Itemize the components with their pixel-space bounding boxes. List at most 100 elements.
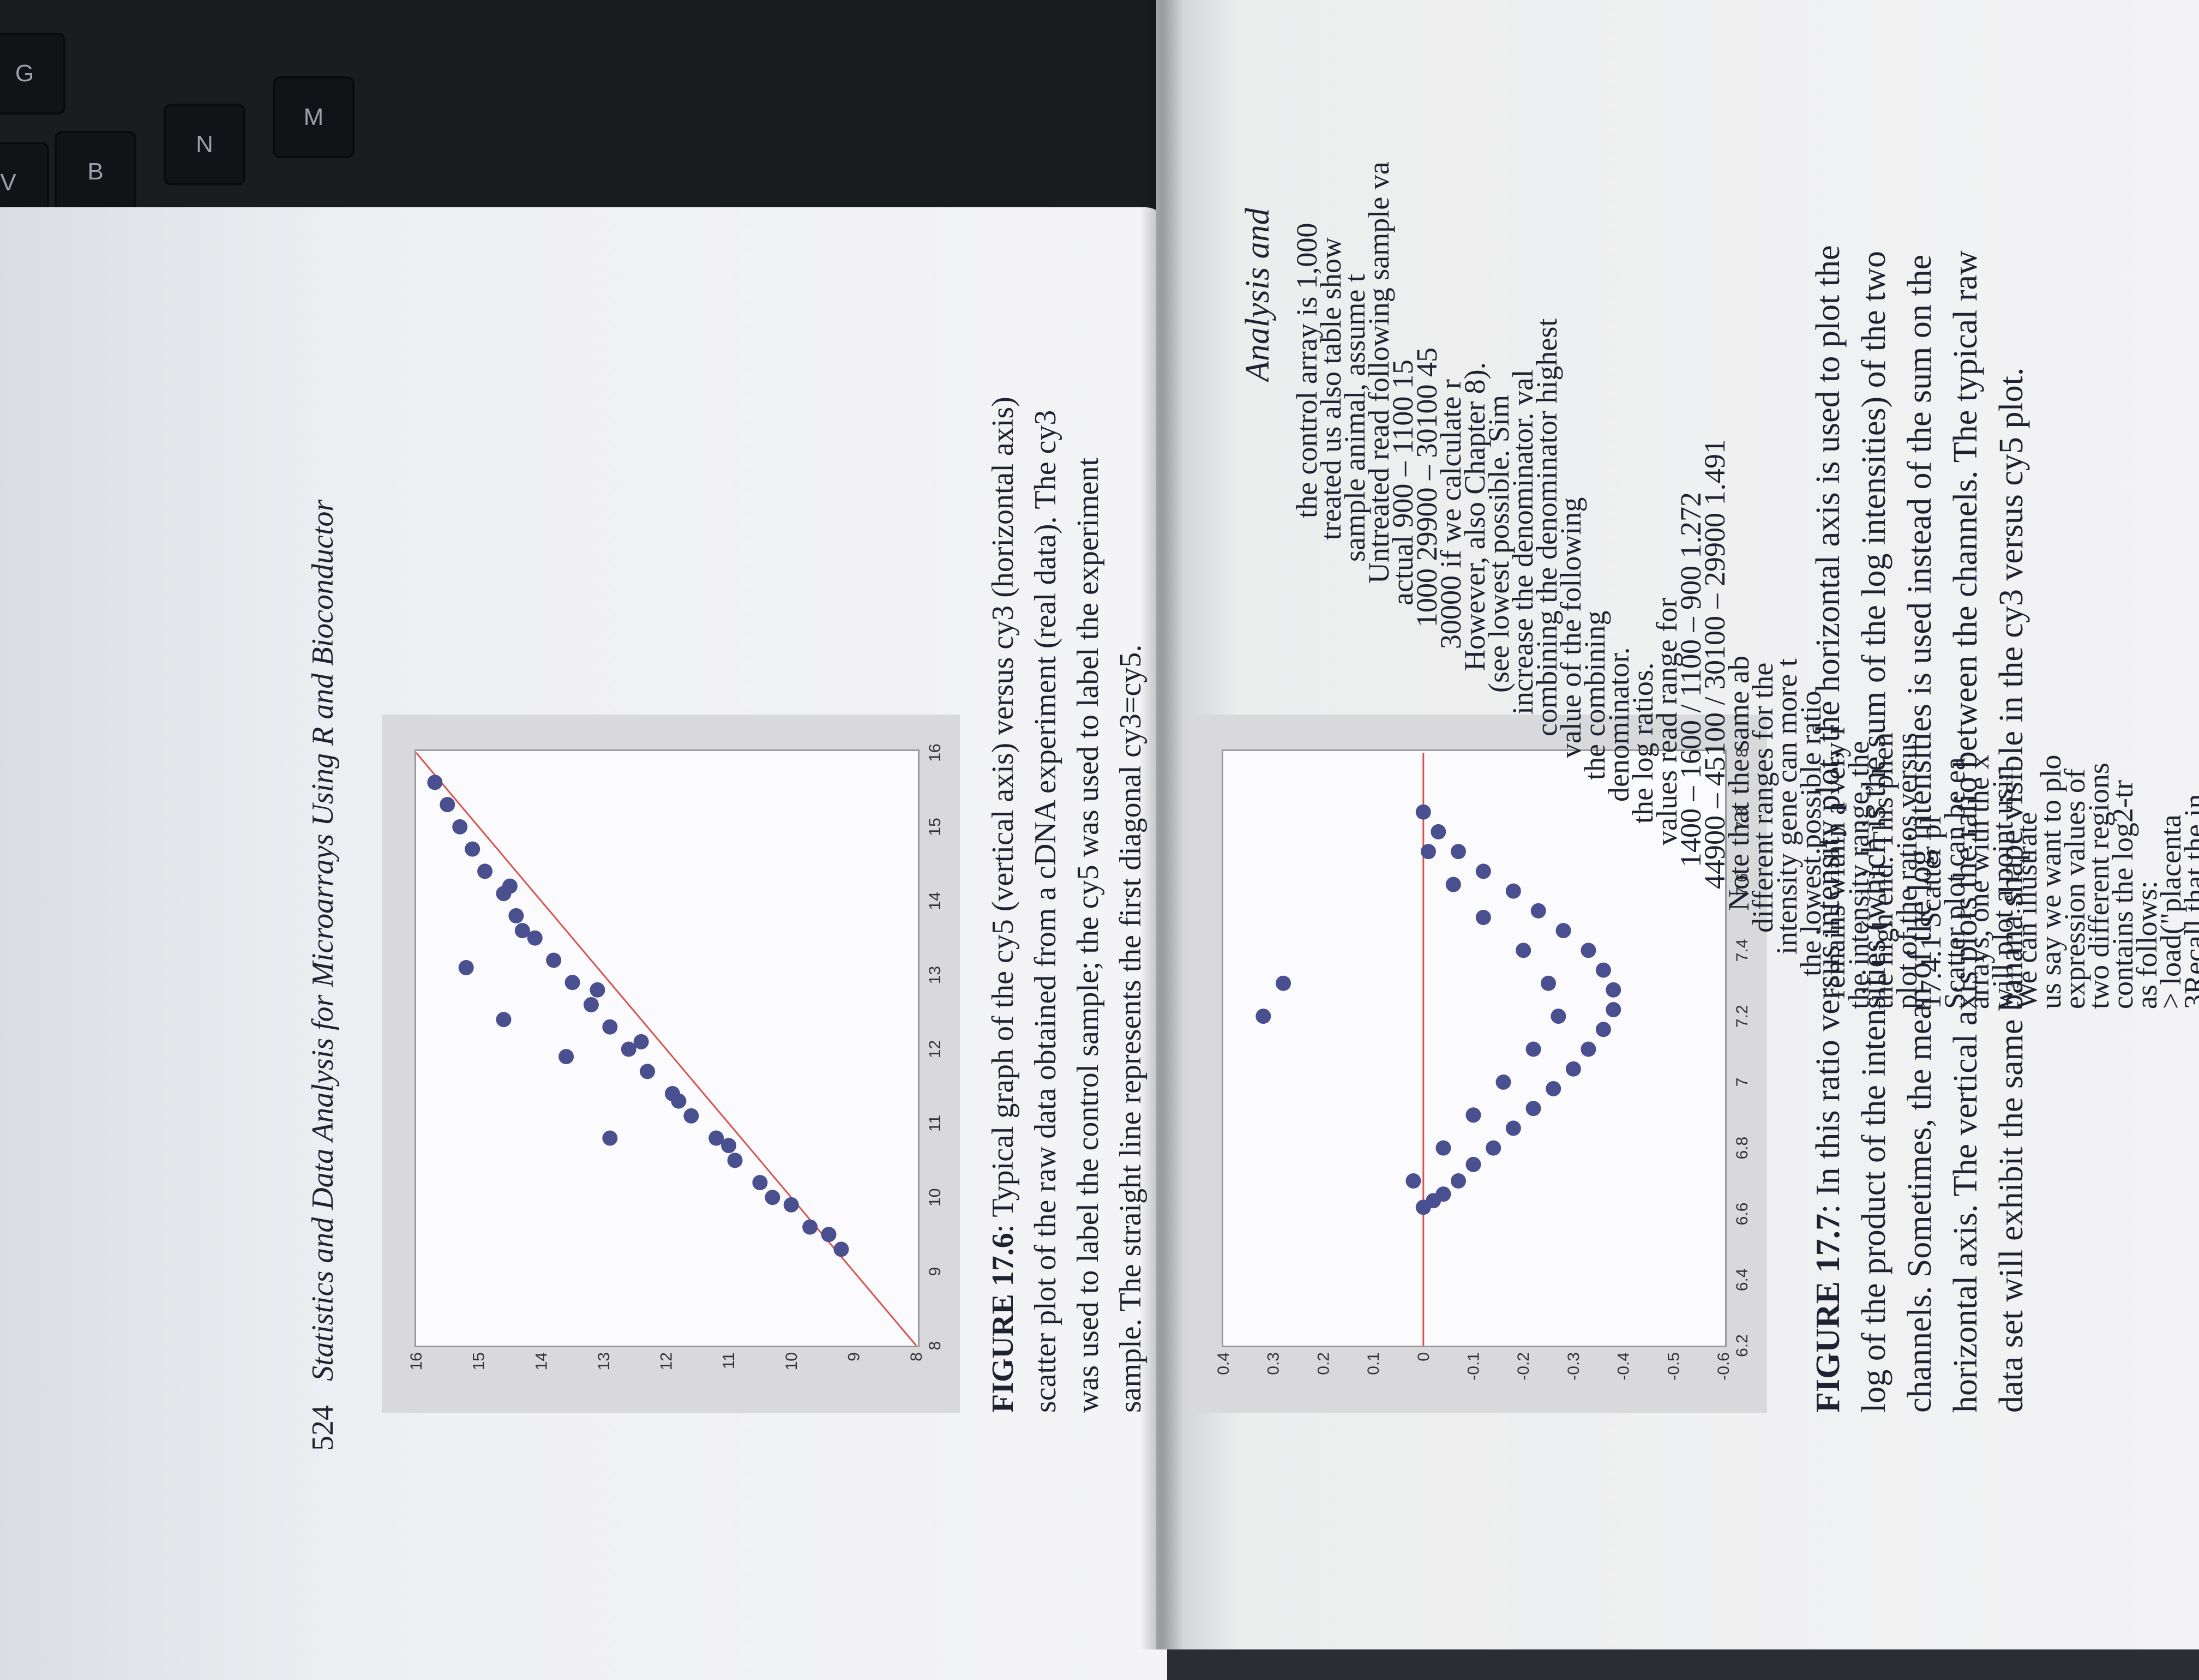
x-tick-label: 9 <box>926 1267 944 1276</box>
y-tick-label: 8 <box>908 1352 926 1361</box>
scatter-point <box>1530 903 1546 919</box>
scatter-point <box>1276 975 1291 991</box>
y-tick-label: 0.4 <box>1215 1352 1233 1375</box>
x-tick-label: 16 <box>926 743 944 761</box>
scatter-point <box>1581 943 1596 958</box>
y-tick-label: 14 <box>532 1352 550 1370</box>
key-m: M <box>273 76 355 158</box>
y-tick-label: 11 <box>720 1352 738 1369</box>
y-tick-label: -0.3 <box>1565 1352 1583 1381</box>
scatter-point <box>821 1227 837 1243</box>
y-tick-label: 13 <box>595 1352 613 1370</box>
y-tick-label: -0.5 <box>1665 1352 1683 1381</box>
y-tick-label: 0.2 <box>1314 1352 1332 1375</box>
scatter-point <box>1450 844 1466 860</box>
scatter-point <box>465 841 480 857</box>
scatter-point <box>802 1219 818 1235</box>
scatter-point <box>1555 923 1571 939</box>
figure-17-6: 8 9 10 11 12 13 14 15 16 8 9 10 11 12 13 14 15 16 <box>382 715 960 1413</box>
x-tick-label: 11 <box>926 1115 944 1132</box>
right-page-content: Analysis and the control array is 1,000 t… <box>1222 27 2199 1636</box>
scatter-point <box>452 819 468 835</box>
scatter-point <box>1420 844 1436 860</box>
scatter-point <box>1405 1173 1421 1189</box>
scatter-point <box>546 952 562 968</box>
x-tick-label: 7.8 <box>1733 807 1751 830</box>
x-tick-label: 6.2 <box>1733 1334 1751 1357</box>
scatter-point <box>1415 804 1431 820</box>
scatter-point <box>427 775 443 790</box>
scatter-point <box>458 960 474 976</box>
y-tick-label: 12 <box>658 1352 676 1370</box>
key-b: B <box>55 131 136 213</box>
scatter-point <box>602 1130 618 1146</box>
scatter-point <box>502 878 518 894</box>
scatter-point <box>1486 1140 1501 1156</box>
y-tick-label: -0.1 <box>1465 1352 1483 1381</box>
y-tick-label: 15 <box>470 1352 488 1370</box>
scatter-point <box>1546 1081 1561 1096</box>
scatter-point <box>765 1190 780 1205</box>
scatter-point <box>1525 1041 1541 1057</box>
scatter-point <box>1255 1009 1271 1024</box>
y-tick-label: -0.4 <box>1615 1352 1633 1381</box>
y-tick-label: 0.3 <box>1265 1352 1283 1375</box>
scatter-point <box>1525 1101 1541 1117</box>
scatter-point <box>1450 1173 1466 1189</box>
scatter-point <box>752 1175 768 1191</box>
y-tick-label: 0 <box>1415 1352 1433 1361</box>
scatter-chart-ratio-vs-intensity: 6.2 6.4 6.6 6.8 7 7.2 7.4 7.6 7.8 8 -0.6 -0.5 -0.4 -0… <box>1215 748 1751 1381</box>
scatter-point <box>721 1138 737 1154</box>
scatter-point <box>1435 1140 1451 1156</box>
scatter-point <box>833 1241 849 1257</box>
figure-17-6-caption: FIGURE 17.6: Typical graph of the cy5 (v… <box>982 376 1152 1413</box>
scatter-point <box>1606 982 1621 998</box>
scatter-point <box>1505 883 1521 899</box>
x-tick-label: 6.8 <box>1733 1137 1751 1160</box>
scatter-point <box>440 797 455 813</box>
scatter-point <box>1565 1061 1581 1077</box>
y-tick-label: 16 <box>407 1352 425 1370</box>
figure-17-6-label: FIGURE 17.6 <box>986 1233 1020 1413</box>
scatter-point <box>527 930 543 946</box>
scatter-point <box>621 1041 636 1057</box>
y-tick-label: 0.1 <box>1365 1352 1383 1375</box>
x-tick-label: 13 <box>926 966 944 984</box>
x-tick-label: 7.6 <box>1733 873 1751 896</box>
scatter-point <box>708 1130 724 1146</box>
y-tick-label: 10 <box>783 1352 801 1370</box>
scatter-point <box>783 1197 799 1213</box>
scatter-point <box>1595 1022 1611 1037</box>
x-tick-label: 8 <box>1733 748 1751 758</box>
scatter-point <box>583 997 599 1012</box>
scatter-point <box>1465 1107 1481 1123</box>
scatter-chart-cy5-vs-cy3: 8 9 10 11 12 13 14 15 16 8 9 10 11 12 13 14 15 16 <box>407 743 944 1370</box>
scatter-point <box>514 923 530 939</box>
scatter-point <box>1475 909 1491 925</box>
x-tick-label: 10 <box>926 1189 944 1207</box>
scatter-point <box>1465 1156 1481 1172</box>
x-tick-label: 6.6 <box>1733 1203 1751 1226</box>
x-tick-label: 8 <box>926 1341 944 1351</box>
scatter-point <box>1541 975 1557 991</box>
scatter-point <box>496 1012 512 1028</box>
scatter-point <box>1495 1074 1511 1090</box>
scatter-point <box>590 982 605 998</box>
scatter-point <box>640 1064 656 1079</box>
scatter-point <box>564 975 580 991</box>
y-tick-label: 9 <box>845 1352 863 1361</box>
scatter-point <box>1551 1009 1566 1024</box>
scatter-point <box>602 1019 618 1035</box>
scatter-point <box>477 863 493 879</box>
scatter-point <box>671 1093 687 1109</box>
scatter-point <box>1606 1002 1621 1018</box>
x-tick-label: 7.4 <box>1733 939 1751 962</box>
key-n: N <box>164 104 245 185</box>
scatter-point <box>1445 877 1461 892</box>
scatter-point <box>1516 943 1531 958</box>
x-tick-label: 15 <box>926 818 944 836</box>
scatter-point <box>508 908 524 923</box>
x-tick-label: 7 <box>1733 1078 1751 1087</box>
scatter-point <box>1431 824 1446 839</box>
key-g: G <box>0 33 65 115</box>
